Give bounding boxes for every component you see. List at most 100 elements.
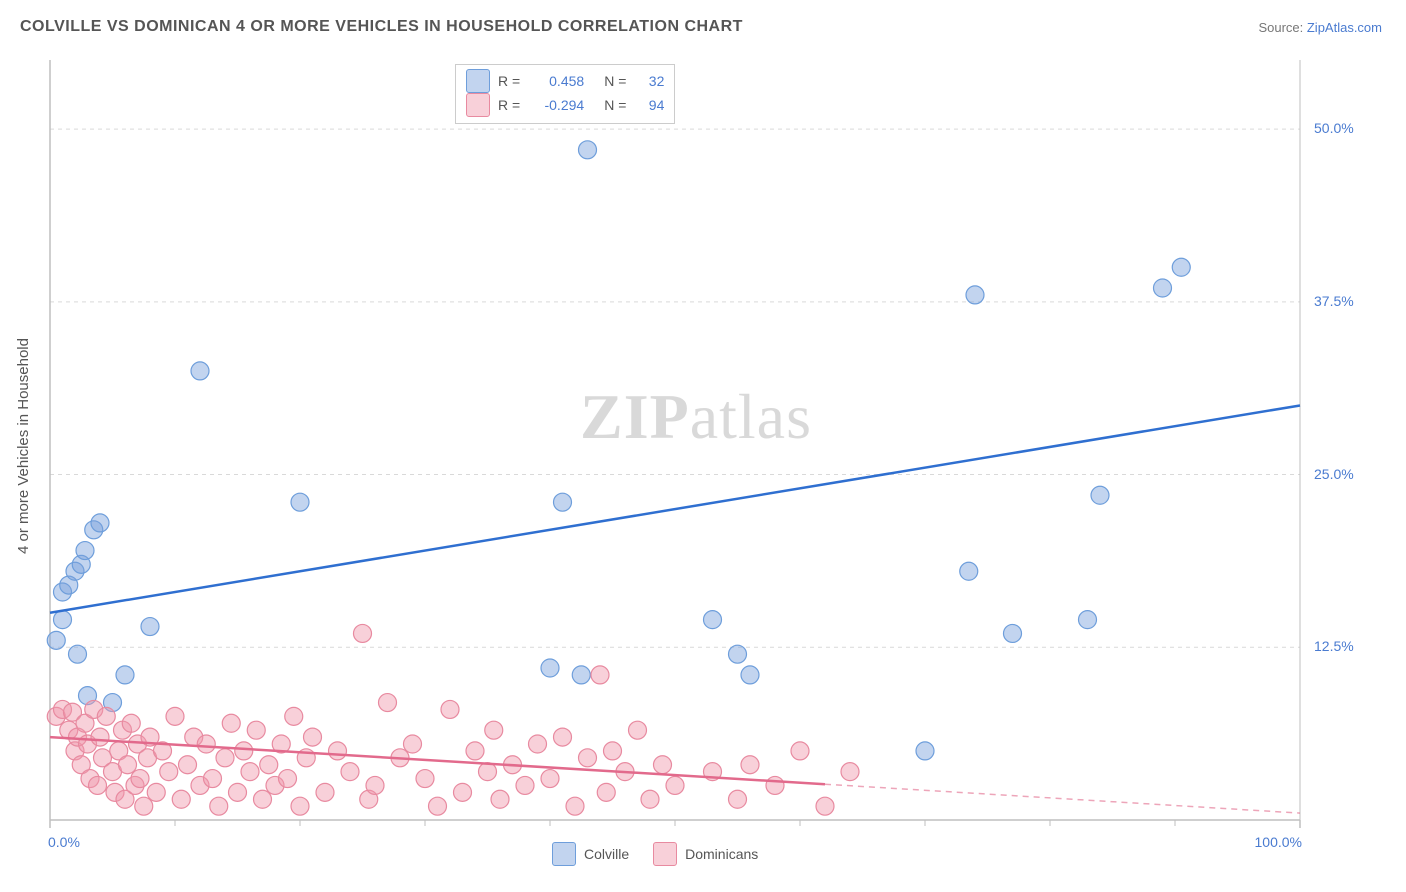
scatter-point bbox=[210, 797, 228, 815]
scatter-point bbox=[341, 763, 359, 781]
scatter-point bbox=[741, 666, 759, 684]
scatter-point bbox=[554, 493, 572, 511]
scatter-point bbox=[191, 362, 209, 380]
scatter-point bbox=[529, 735, 547, 753]
n-label: N = bbox=[604, 70, 626, 92]
scatter-point bbox=[260, 756, 278, 774]
scatter-point bbox=[816, 797, 834, 815]
scatter-point bbox=[279, 770, 297, 788]
scatter-point bbox=[122, 714, 140, 732]
scatter-point bbox=[229, 783, 247, 801]
scatter-point bbox=[641, 790, 659, 808]
r-label: R = bbox=[498, 70, 520, 92]
scatter-point bbox=[147, 783, 165, 801]
scatter-point bbox=[704, 611, 722, 629]
scatter-point bbox=[241, 763, 259, 781]
scatter-point bbox=[160, 763, 178, 781]
series-name: Dominicans bbox=[685, 846, 758, 862]
series-legend-item: Colville bbox=[552, 842, 629, 866]
scatter-point bbox=[254, 790, 272, 808]
scatter-point bbox=[597, 783, 615, 801]
scatter-point bbox=[235, 742, 253, 760]
scatter-point bbox=[1154, 279, 1172, 297]
scatter-point bbox=[116, 666, 134, 684]
series-legend: Colville Dominicans bbox=[552, 842, 758, 866]
scatter-point bbox=[741, 756, 759, 774]
scatter-point bbox=[566, 797, 584, 815]
scatter-point bbox=[179, 756, 197, 774]
r-value: -0.294 bbox=[528, 94, 584, 116]
scatter-point bbox=[197, 735, 215, 753]
scatter-point bbox=[966, 286, 984, 304]
legend-swatch bbox=[466, 93, 490, 117]
scatter-point bbox=[604, 742, 622, 760]
scatter-point bbox=[591, 666, 609, 684]
scatter-point bbox=[222, 714, 240, 732]
scatter-point bbox=[541, 659, 559, 677]
scatter-point bbox=[1091, 486, 1109, 504]
scatter-point bbox=[579, 141, 597, 159]
scatter-point bbox=[119, 756, 137, 774]
x-tick-label: 0.0% bbox=[48, 834, 80, 850]
scatter-point bbox=[285, 707, 303, 725]
scatter-point bbox=[291, 493, 309, 511]
n-label: N = bbox=[604, 94, 626, 116]
scatter-point bbox=[131, 770, 149, 788]
scatter-point bbox=[1004, 624, 1022, 642]
scatter-point bbox=[47, 631, 65, 649]
scatter-point bbox=[166, 707, 184, 725]
scatter-point bbox=[366, 776, 384, 794]
scatter-point bbox=[89, 776, 107, 794]
n-value: 32 bbox=[634, 70, 664, 92]
scatter-point bbox=[960, 562, 978, 580]
scatter-plot bbox=[0, 0, 1406, 892]
scatter-point bbox=[54, 611, 72, 629]
scatter-point bbox=[135, 797, 153, 815]
scatter-point bbox=[554, 728, 572, 746]
scatter-point bbox=[204, 770, 222, 788]
scatter-point bbox=[729, 790, 747, 808]
scatter-point bbox=[404, 735, 422, 753]
scatter-point bbox=[729, 645, 747, 663]
y-tick-label: 12.5% bbox=[1314, 638, 1354, 654]
scatter-point bbox=[766, 776, 784, 794]
y-tick-label: 25.0% bbox=[1314, 466, 1354, 482]
scatter-point bbox=[91, 728, 109, 746]
scatter-point bbox=[354, 624, 372, 642]
scatter-point bbox=[654, 756, 672, 774]
scatter-point bbox=[541, 770, 559, 788]
scatter-point bbox=[429, 797, 447, 815]
scatter-point bbox=[97, 707, 115, 725]
scatter-point bbox=[466, 742, 484, 760]
correlation-legend-row: R =0.458N =32 bbox=[466, 69, 664, 93]
scatter-point bbox=[316, 783, 334, 801]
scatter-point bbox=[791, 742, 809, 760]
scatter-point bbox=[416, 770, 434, 788]
scatter-point bbox=[479, 763, 497, 781]
scatter-point bbox=[572, 666, 590, 684]
scatter-point bbox=[916, 742, 934, 760]
scatter-point bbox=[379, 694, 397, 712]
series-legend-item: Dominicans bbox=[653, 842, 758, 866]
series-name: Colville bbox=[584, 846, 629, 862]
scatter-point bbox=[666, 776, 684, 794]
scatter-point bbox=[91, 514, 109, 532]
scatter-point bbox=[304, 728, 322, 746]
scatter-point bbox=[629, 721, 647, 739]
scatter-point bbox=[172, 790, 190, 808]
scatter-point bbox=[76, 542, 94, 560]
scatter-point bbox=[491, 790, 509, 808]
n-value: 94 bbox=[634, 94, 664, 116]
correlation-legend-row: R = -0.294 N = 94 bbox=[466, 93, 664, 117]
scatter-point bbox=[329, 742, 347, 760]
r-label: R = bbox=[498, 94, 520, 116]
scatter-point bbox=[247, 721, 265, 739]
legend-swatch bbox=[466, 69, 490, 93]
correlation-legend: R =0.458N =32R =-0.294N =94 bbox=[455, 64, 675, 124]
scatter-point bbox=[141, 618, 159, 636]
legend-swatch bbox=[653, 842, 677, 866]
y-tick-label: 37.5% bbox=[1314, 293, 1354, 309]
scatter-point bbox=[1079, 611, 1097, 629]
scatter-point bbox=[485, 721, 503, 739]
legend-swatch bbox=[552, 842, 576, 866]
